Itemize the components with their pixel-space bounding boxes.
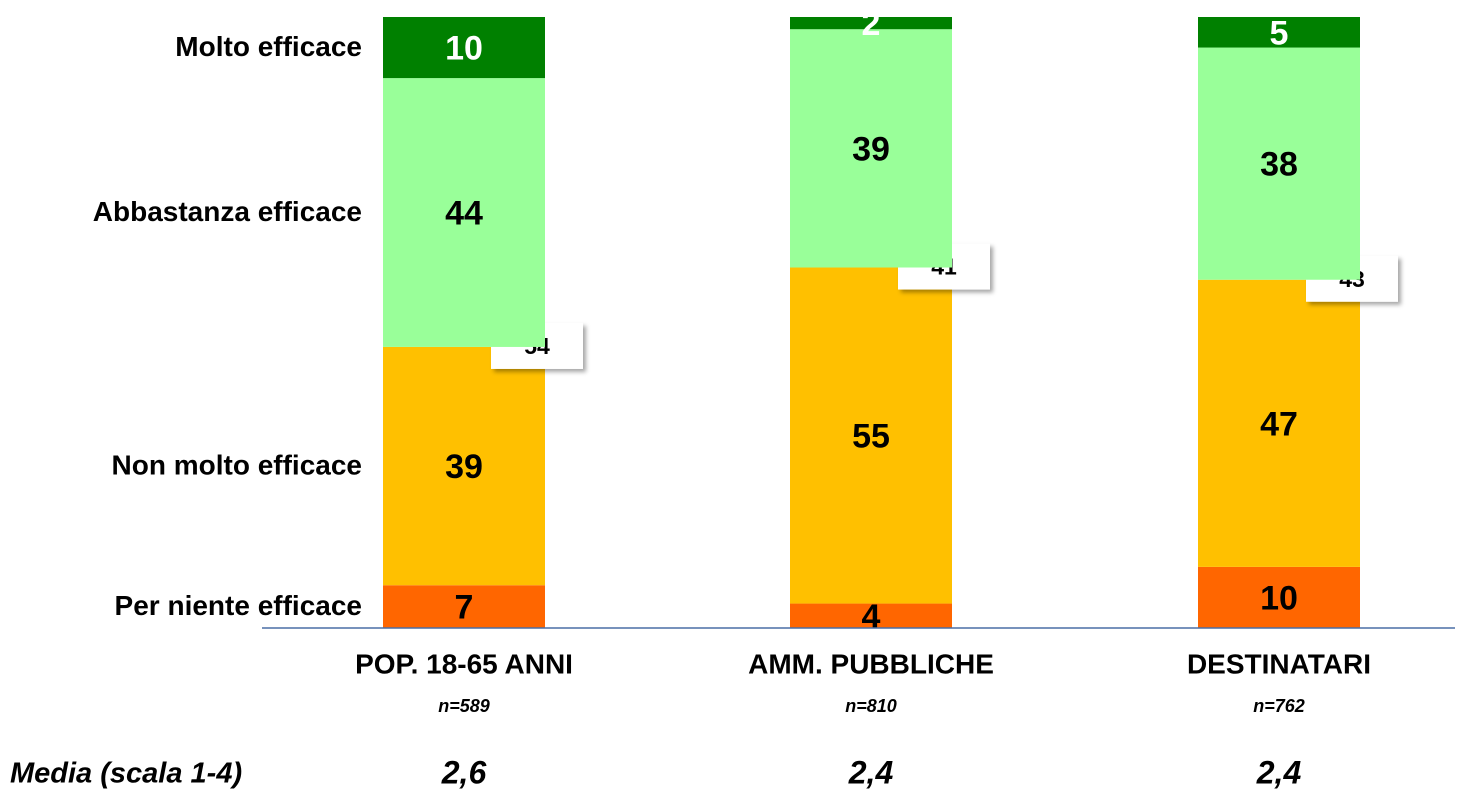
sample-size: n=589 (438, 696, 490, 716)
means-label: Media (scala 1-4) (10, 758, 242, 790)
value-label: 10 (1260, 579, 1298, 617)
category-label: AMM. PUBBLICHE (748, 648, 994, 679)
legend-label: Abbastanza efficace (93, 196, 362, 227)
bar-segment (383, 17, 545, 79)
sample-size: n=762 (1253, 696, 1305, 716)
bar-segment (790, 29, 952, 268)
sample-size: n=810 (845, 696, 897, 716)
bar-segment (790, 17, 952, 30)
mean-value: 2,6 (441, 754, 487, 790)
bar-segment (383, 78, 545, 347)
value-label: 39 (852, 130, 890, 168)
bar-segment (1198, 566, 1360, 628)
value-label: 10 (445, 30, 483, 68)
category-label: POP. 18-65 ANNI (355, 648, 573, 679)
legend-label: Molto efficace (175, 31, 362, 62)
value-label: 39 (445, 448, 483, 486)
bar-segment (790, 267, 952, 604)
value-label: 2 (862, 5, 881, 43)
bar-segment (790, 603, 952, 628)
legend-label: Per niente efficace (115, 590, 362, 621)
value-label: 38 (1260, 146, 1298, 184)
value-label: 44 (445, 195, 483, 233)
value-label: 4 (862, 598, 881, 636)
mean-value: 2,4 (1256, 754, 1302, 790)
bar-segment (383, 346, 545, 586)
bar-segment (383, 585, 545, 628)
bar-segment (1198, 17, 1360, 48)
value-label: 5 (1270, 14, 1289, 52)
bar-segment (1198, 279, 1360, 567)
value-label: 7 (455, 589, 474, 627)
value-label: 47 (1260, 405, 1298, 443)
bar-segment (1198, 47, 1360, 280)
value-label: 55 (852, 418, 890, 456)
mean-value: 2,4 (848, 754, 894, 790)
legend-label: Non molto efficace (112, 449, 362, 480)
category-label: DESTINATARI (1187, 648, 1371, 679)
